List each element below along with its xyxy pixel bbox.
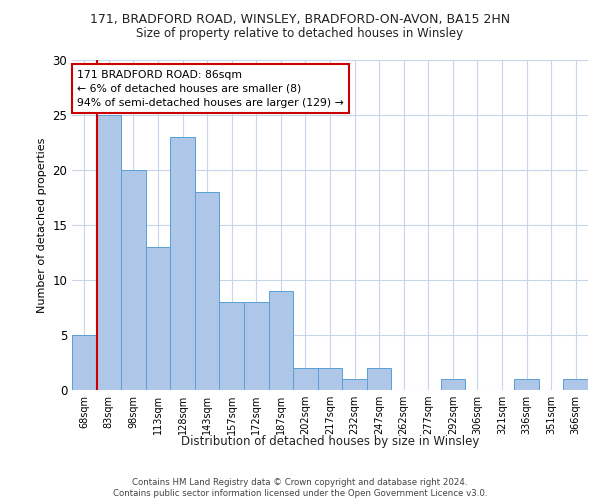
Bar: [170, 137, 195, 390]
Y-axis label: Number of detached properties: Number of detached properties: [37, 138, 47, 312]
Text: Distribution of detached houses by size in Winsley: Distribution of detached houses by size …: [181, 435, 479, 448]
Bar: [269, 291, 293, 390]
Bar: [563, 379, 588, 390]
Bar: [97, 115, 121, 390]
Bar: [195, 192, 220, 390]
Text: 171 BRADFORD ROAD: 86sqm
← 6% of detached houses are smaller (8)
94% of semi-det: 171 BRADFORD ROAD: 86sqm ← 6% of detache…: [77, 70, 344, 108]
Bar: [244, 302, 269, 390]
Bar: [318, 368, 342, 390]
Bar: [440, 379, 465, 390]
Bar: [146, 247, 170, 390]
Bar: [220, 302, 244, 390]
Bar: [72, 335, 97, 390]
Bar: [293, 368, 318, 390]
Bar: [342, 379, 367, 390]
Text: Contains HM Land Registry data © Crown copyright and database right 2024.
Contai: Contains HM Land Registry data © Crown c…: [113, 478, 487, 498]
Text: Size of property relative to detached houses in Winsley: Size of property relative to detached ho…: [136, 28, 464, 40]
Bar: [514, 379, 539, 390]
Text: 171, BRADFORD ROAD, WINSLEY, BRADFORD-ON-AVON, BA15 2HN: 171, BRADFORD ROAD, WINSLEY, BRADFORD-ON…: [90, 12, 510, 26]
Bar: [121, 170, 146, 390]
Bar: [367, 368, 391, 390]
